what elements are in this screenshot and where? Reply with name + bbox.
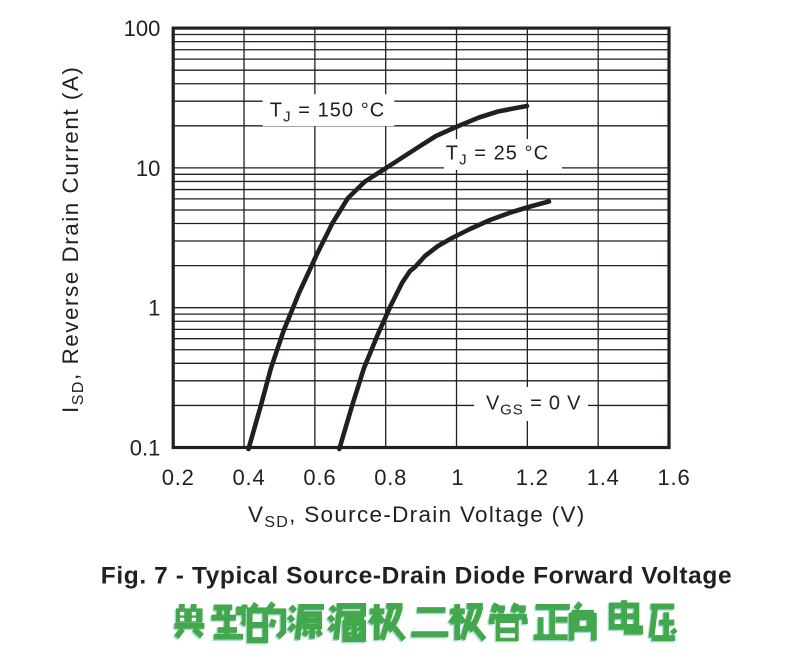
svg-text:1.6: 1.6 (658, 465, 691, 490)
svg-text:VSD, Source-Drain Voltage (V): VSD, Source-Drain Voltage (V) (248, 502, 586, 531)
svg-text:100: 100 (124, 16, 161, 41)
svg-text:0.8: 0.8 (374, 465, 407, 490)
svg-text:Fig. 7 - Typical Source-Drain: Fig. 7 - Typical Source-Drain Diode Forw… (101, 563, 732, 590)
svg-text:0.1: 0.1 (130, 436, 161, 461)
svg-text:1.4: 1.4 (587, 465, 620, 490)
svg-text:TJ = 150 °C: TJ = 150 °C (270, 99, 385, 125)
svg-text:0.4: 0.4 (233, 465, 266, 490)
svg-text:1: 1 (451, 465, 463, 490)
svg-text:1.2: 1.2 (516, 465, 549, 490)
svg-text:ISD, Reverse Drain Current (A): ISD, Reverse Drain Current (A) (58, 66, 87, 413)
svg-text:VGS = 0 V: VGS = 0 V (486, 393, 581, 419)
svg-text:1: 1 (148, 296, 160, 321)
svg-text:10: 10 (136, 156, 160, 181)
svg-text:0.2: 0.2 (162, 465, 195, 490)
svg-text:0.6: 0.6 (303, 465, 336, 490)
